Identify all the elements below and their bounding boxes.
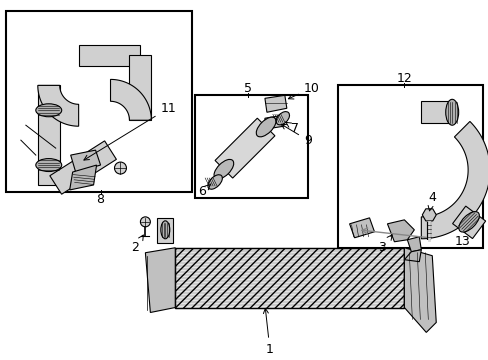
Text: 6: 6 [198, 184, 210, 198]
Circle shape [114, 162, 126, 174]
Text: 13: 13 [453, 235, 469, 248]
Polygon shape [404, 250, 421, 262]
Ellipse shape [214, 159, 233, 179]
Text: 1: 1 [263, 309, 273, 356]
Polygon shape [264, 95, 286, 112]
Ellipse shape [207, 175, 222, 189]
Polygon shape [157, 218, 173, 243]
Text: 8: 8 [96, 193, 104, 206]
Polygon shape [349, 218, 374, 238]
Polygon shape [110, 80, 151, 120]
Circle shape [140, 217, 150, 227]
Bar [175, 248, 404, 307]
Polygon shape [264, 115, 283, 129]
Polygon shape [421, 101, 453, 123]
Polygon shape [407, 237, 421, 252]
Polygon shape [404, 248, 435, 332]
Ellipse shape [445, 99, 458, 125]
Bar [175, 248, 404, 307]
Polygon shape [38, 85, 60, 185]
Ellipse shape [161, 221, 169, 239]
Polygon shape [38, 85, 79, 126]
Bar [195, 95, 307, 198]
Polygon shape [71, 150, 101, 172]
Bar [215, 118, 274, 178]
Text: 7: 7 [285, 122, 298, 135]
Polygon shape [79, 45, 140, 67]
Polygon shape [386, 220, 413, 242]
Polygon shape [50, 141, 116, 194]
Polygon shape [129, 55, 151, 120]
Ellipse shape [36, 104, 61, 117]
Polygon shape [69, 165, 96, 190]
Ellipse shape [458, 212, 478, 232]
Text: 3: 3 [378, 235, 391, 254]
Text: 5: 5 [244, 82, 251, 95]
Text: 12: 12 [396, 72, 411, 85]
Ellipse shape [36, 159, 61, 171]
Polygon shape [145, 248, 175, 312]
Text: 2: 2 [131, 235, 143, 254]
Ellipse shape [276, 112, 289, 125]
Polygon shape [421, 121, 488, 239]
Bar [337, 85, 482, 248]
Text: 11: 11 [84, 102, 176, 160]
Ellipse shape [256, 117, 275, 137]
Polygon shape [422, 209, 435, 221]
Text: 9: 9 [281, 124, 311, 147]
Text: 4: 4 [427, 192, 435, 211]
Polygon shape [452, 206, 485, 239]
Text: 10: 10 [288, 82, 319, 99]
Bar [6, 11, 192, 192]
